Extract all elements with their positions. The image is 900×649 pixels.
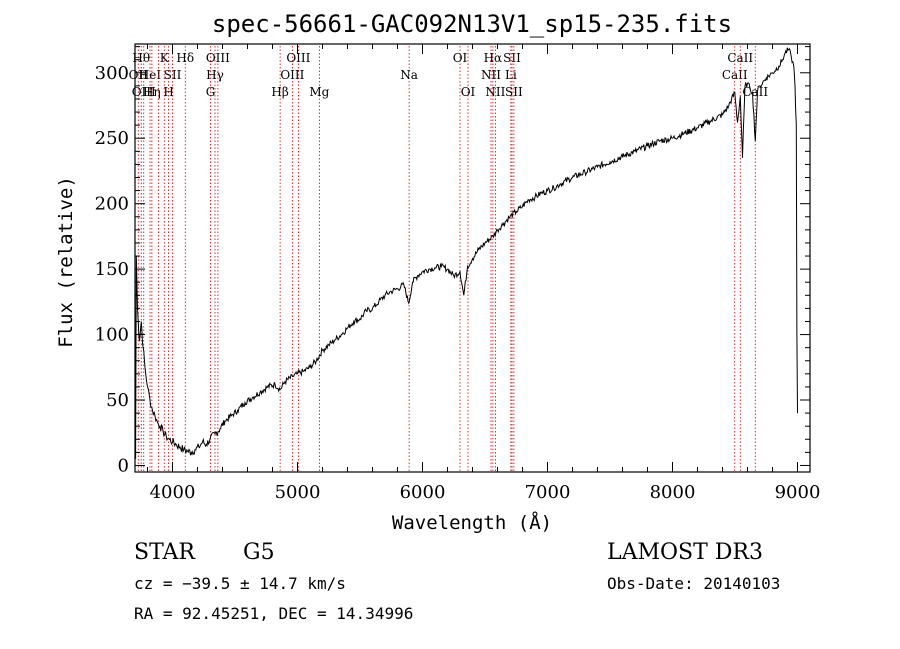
coordinates: RA = 92.45251, DEC = 14.34996 [134,604,414,623]
line-label-16: Mg [309,85,329,99]
spectral-line-markers: OIIHθOIIIHeIHηKHSIIHδHγGOIIIHβOIIIOIIIMg… [129,46,768,472]
line-label-6: K [160,51,170,65]
flux-line [135,47,798,459]
redshift-velocity: cz = −39.5 ± 14.7 km/s [134,574,346,593]
object-class: STAR [134,540,195,565]
object-subclass: G5 [243,540,275,565]
line-label-20: NII [481,68,501,82]
line-label-26: CaII [722,68,748,82]
line-label-23: Li [505,68,517,82]
line-label-14: OIII [280,68,304,82]
line-label-15: OIII [286,51,310,65]
y-tick-label-5: 250 [95,128,129,149]
x-tick-label-1: 5000 [275,482,321,503]
line-label-17: Na [400,68,418,82]
survey-name: LAMOST DR3 [607,540,763,565]
line-label-13: Hβ [271,85,288,99]
axes: 4000 5000 6000 7000 8000 9000 0 50 100 150 200 250 3… [95,44,821,503]
line-label-10: Hγ [206,68,224,82]
y-tick-label-1: 50 [106,390,129,411]
y-tick-label-0: 0 [118,455,129,476]
y-tick-label-3: 150 [95,259,129,280]
line-label-22: NII [485,85,505,99]
y-tick-label-2: 100 [95,325,129,346]
line-label-28: CaII [742,85,768,99]
y-axis-label: Flux (relative) [55,176,77,348]
line-label-0: OII [129,68,149,82]
line-label-3: HeI [139,68,162,82]
line-label-9: Hδ [176,51,194,65]
line-label-27: CaII [727,51,753,65]
x-tick-label-2: 6000 [400,482,446,503]
line-label-4: Hη [143,85,161,99]
line-label-8: SII [164,68,182,82]
line-label-21: Hα [484,51,503,65]
line-label-25: SII [505,85,523,99]
flux-series [135,47,798,459]
line-label-11: G [206,85,216,99]
line-label-19: OI [461,85,476,99]
x-tick-label-5: 9000 [775,482,821,503]
chart-title: spec-56661-GAC092N13V1_sp15-235.fits [212,10,732,38]
line-label-12: OIII [206,51,230,65]
x-tick-label-3: 7000 [525,482,571,503]
observation-date: Obs-Date: 20140103 [607,574,781,593]
x-tick-label-4: 8000 [650,482,696,503]
x-axis-label: Wavelength (Å) [392,511,552,534]
line-label-1: Hθ [132,51,150,65]
line-label-7: H [163,85,173,99]
y-tick-label-4: 200 [95,194,129,215]
y-tick-label-6: 300 [95,63,129,84]
x-tick-label-0: 4000 [150,482,196,503]
line-label-18: OI [453,51,468,65]
line-label-24: SII [503,51,521,65]
